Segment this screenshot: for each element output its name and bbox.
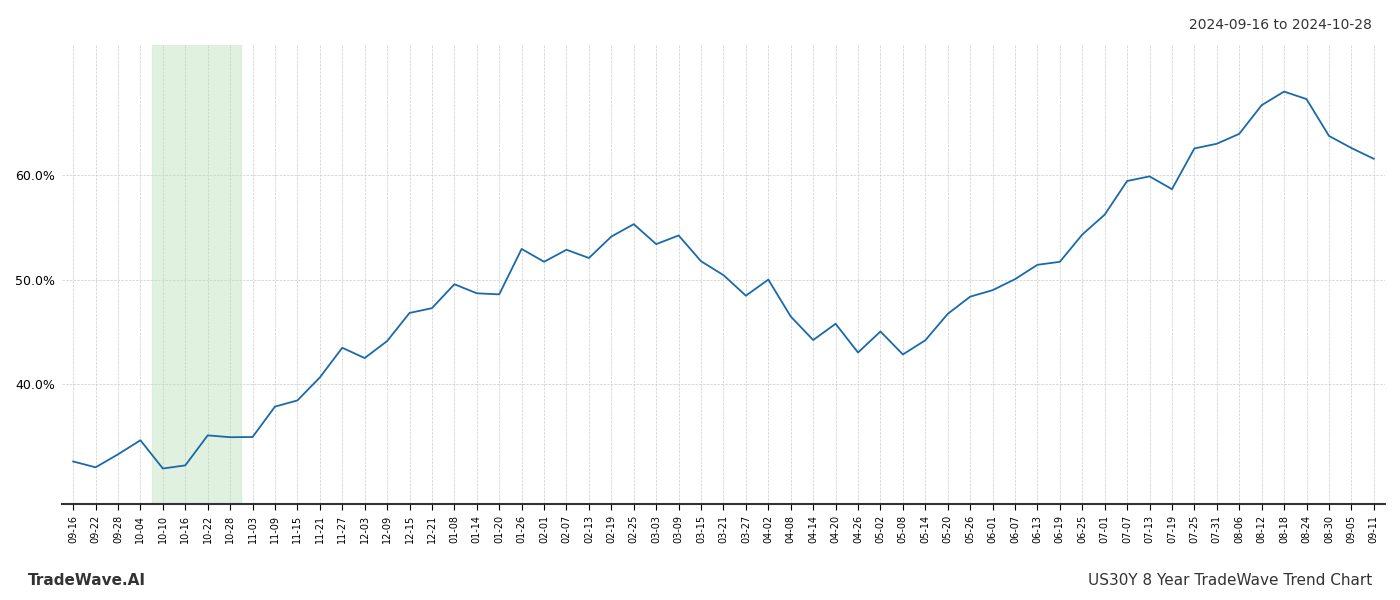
Text: 2024-09-16 to 2024-10-28: 2024-09-16 to 2024-10-28 bbox=[1189, 18, 1372, 32]
Text: TradeWave.AI: TradeWave.AI bbox=[28, 573, 146, 588]
Bar bbox=[151, 45, 241, 504]
Text: US30Y 8 Year TradeWave Trend Chart: US30Y 8 Year TradeWave Trend Chart bbox=[1088, 573, 1372, 588]
